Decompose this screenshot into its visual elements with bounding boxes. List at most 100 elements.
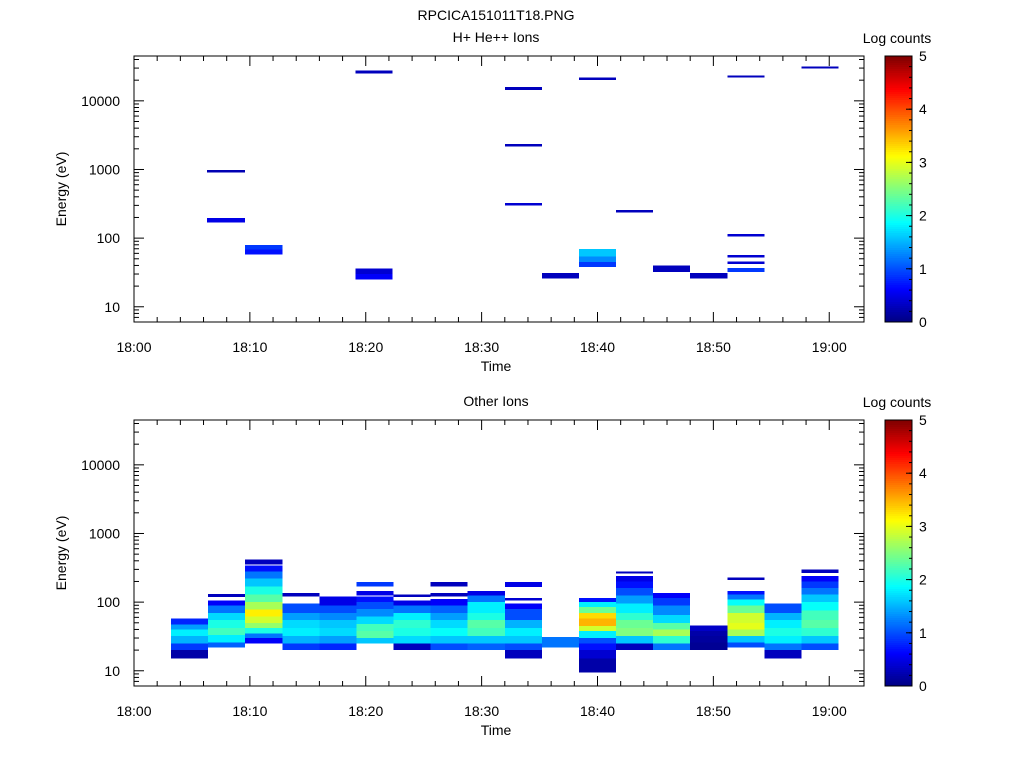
heatmap-cell <box>653 605 691 615</box>
heatmap-cell <box>764 619 802 628</box>
heatmap-cell <box>727 267 765 273</box>
x-tick-label: 18:40 <box>580 339 615 355</box>
colorbar-step <box>885 623 912 627</box>
heatmap-cell <box>356 616 394 625</box>
colorbar-step <box>885 683 912 687</box>
colorbar-step <box>885 218 912 221</box>
colorbar-step <box>885 290 912 294</box>
colorbar-step <box>885 478 912 481</box>
heatmap-cell <box>208 642 246 648</box>
colorbar-step <box>885 501 912 504</box>
heatmap-cell <box>356 624 394 631</box>
heatmap-cell <box>356 596 394 603</box>
colorbar-step <box>885 438 912 442</box>
colorbar-step <box>885 68 912 72</box>
colorbar-step <box>885 615 912 619</box>
colorbar-step <box>885 673 912 677</box>
x-tick-label: 18:00 <box>116 339 151 355</box>
colorbar-step <box>885 230 912 234</box>
heatmap-cell <box>690 625 728 631</box>
plot-frame <box>133 419 865 687</box>
heatmap-cell <box>616 581 654 589</box>
colorbar-step <box>885 525 912 529</box>
heatmap-cell <box>727 594 765 600</box>
heatmap-cell <box>504 636 542 644</box>
heatmap-cell <box>616 210 654 213</box>
colorbar-step <box>885 155 912 159</box>
colorbar-step <box>885 139 912 142</box>
heatmap-cell <box>208 635 246 643</box>
heatmap-cell <box>430 598 468 606</box>
heatmap-cell <box>504 202 542 206</box>
colorbar-step <box>885 474 912 477</box>
colorbar-step <box>885 272 912 275</box>
x-tick-label: 19:00 <box>812 703 847 719</box>
colorbar-step <box>885 644 912 648</box>
colorbar-step <box>885 530 912 533</box>
colorbar-step <box>885 180 912 184</box>
y-axis-label: Energy (eV) <box>53 516 69 591</box>
colorbar-step <box>885 490 912 494</box>
y-tick-label: 10000 <box>81 93 120 109</box>
colorbar-tick-label: 4 <box>919 465 927 481</box>
heatmap-cell <box>319 605 357 613</box>
colorbar-step <box>885 440 912 444</box>
heatmap-cell <box>616 627 654 637</box>
colorbar-tick-label: 5 <box>919 412 927 428</box>
heatmap-cell <box>616 603 654 613</box>
heatmap-cell <box>207 170 246 173</box>
colorbar-step <box>885 640 912 643</box>
colorbar-step <box>885 586 912 589</box>
colorbar-step <box>885 667 912 670</box>
colorbar-step <box>885 671 912 675</box>
heatmap-cell <box>764 627 802 637</box>
colorbar-step <box>885 563 912 567</box>
colorbar-step <box>885 602 912 606</box>
heatmap-cell <box>801 66 839 69</box>
colorbar-step <box>885 240 912 244</box>
colorbar-step <box>885 422 912 425</box>
colorbar-step <box>885 617 912 621</box>
heatmap-cell <box>616 595 654 604</box>
heatmap-cell <box>282 643 320 651</box>
colorbar-step <box>885 120 912 124</box>
colorbar-step <box>885 453 912 456</box>
colorbar-step <box>885 95 912 99</box>
colorbar-step <box>885 80 912 84</box>
heatmap-cell <box>356 582 394 587</box>
colorbar-step <box>885 486 912 490</box>
colorbar-step <box>885 607 912 610</box>
colorbar-step <box>885 592 912 596</box>
colorbar-step <box>885 619 912 623</box>
heatmap-layer <box>207 66 839 280</box>
colorbar-step <box>885 97 912 101</box>
heatmap-cell <box>245 244 283 250</box>
colorbar-step <box>885 600 912 604</box>
heatmap-cell <box>467 643 505 651</box>
colorbar-step <box>885 222 912 225</box>
colorbar-step <box>885 634 912 637</box>
heatmap-cell <box>653 636 691 644</box>
colorbar-step <box>885 145 912 149</box>
colorbar-tick-label: 3 <box>919 518 927 534</box>
colorbar-step <box>885 182 912 186</box>
heatmap-cell <box>245 571 283 579</box>
heatmap-cell <box>282 627 320 637</box>
heatmap-cell <box>430 636 468 644</box>
colorbar-step <box>885 74 912 78</box>
colorbar-step <box>885 430 912 434</box>
colorbar-step <box>885 297 912 300</box>
colorbar-step <box>885 189 912 192</box>
y-tick-label: 10 <box>104 663 120 679</box>
heatmap-cell <box>727 622 765 630</box>
heatmap-cell <box>208 627 246 636</box>
colorbar-step <box>885 509 912 513</box>
colorbar-step <box>885 675 912 679</box>
colorbar-step <box>885 267 912 271</box>
colorbar-step <box>885 195 912 198</box>
colorbar-step <box>885 64 912 67</box>
heatmap-cell <box>467 612 505 620</box>
heatmap-cell <box>541 273 579 279</box>
heatmap-cell <box>690 630 728 637</box>
heatmap-cell <box>208 600 246 606</box>
